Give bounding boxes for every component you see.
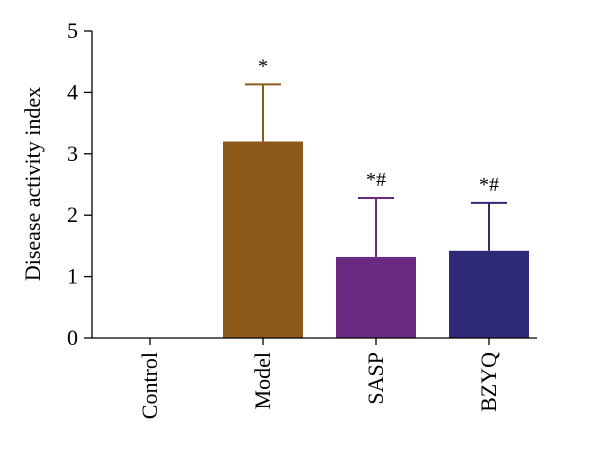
y-tick-label: 2	[67, 202, 78, 227]
y-axis: 0 1 2 3 4 5	[67, 18, 93, 350]
bar	[336, 256, 416, 338]
x-tick-label: Model	[250, 352, 275, 409]
y-tick-label: 3	[67, 141, 78, 166]
significance-label: *	[258, 55, 268, 77]
bar	[449, 250, 529, 338]
x-tick-label: SASP	[363, 352, 388, 405]
x-tick-label: BZYQ	[476, 352, 501, 412]
y-axis-title: Disease activity index	[20, 87, 45, 281]
x-tick-label: Control	[137, 352, 162, 419]
error-bars	[245, 83, 507, 257]
y-tick-label: 0	[67, 325, 78, 350]
x-axis: Control Model SASP BZYQ	[92, 337, 537, 419]
y-tick-label: 4	[67, 79, 78, 104]
bars	[223, 141, 529, 338]
bar	[223, 141, 303, 338]
y-tick-label: 5	[67, 18, 78, 43]
significance-label: *#	[479, 174, 499, 196]
significance-label: *#	[366, 169, 386, 191]
y-tick-label: 1	[67, 264, 78, 289]
significance-annotations: * *# *#	[258, 55, 499, 196]
